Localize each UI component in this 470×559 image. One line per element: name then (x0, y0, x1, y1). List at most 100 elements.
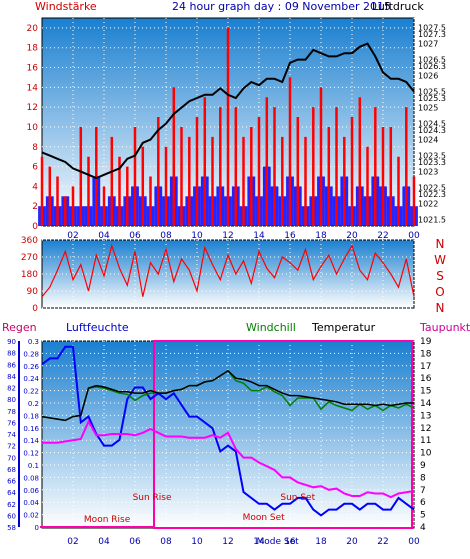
wind-tick-label: 12 (27, 103, 38, 113)
temperature-tick-label: 5 (420, 511, 426, 521)
rain-tick-label: 0.2 (28, 400, 39, 408)
x-tick-label: 12 (222, 537, 233, 547)
pressure-tick-label: 1022.3 (418, 190, 446, 199)
panel1-x-ticks: 02 04 06 08 10 12 14 16 18 20 22 00 (67, 231, 420, 241)
x-tick-label: 10 (191, 231, 203, 241)
pressure-tick-label: 1023 (418, 168, 438, 177)
wind-series (40, 27, 416, 226)
rain-tick-label: 0.3 (28, 338, 39, 346)
humidity-tick-label: 60 (7, 512, 16, 520)
direction-tick-label: 90 (27, 287, 39, 297)
event-label: Sun Set (280, 493, 315, 503)
humidity-tick-label: 64 (7, 489, 16, 497)
sun-moon-events: Moon Rise Sun Rise Moon Set Sun Set Mode Set (84, 493, 316, 547)
humidity-tick-label: 76 (7, 419, 16, 427)
pressure-tick-label: 1024 (418, 136, 438, 145)
temperature-tick-label: 6 (420, 498, 426, 508)
temperature-tick-label: 13 (420, 411, 431, 421)
pressure-tick-label: 1027 (418, 40, 438, 49)
temperature-axis-ticks: 4 5 6 7 8 9 10 11 12 13 14 15 16 17 18 19 (420, 337, 432, 533)
x-tick-label: 14 (253, 231, 265, 241)
temperature-tick-label: 18 (420, 349, 432, 359)
rain-tick-label: 0.14 (23, 437, 39, 445)
rain-tick-label: 0.02 (23, 512, 39, 520)
wind-axis-ticks: 0 2 4 6 8 10 12 14 16 18 20 (27, 24, 39, 232)
compass-label: N (436, 237, 445, 251)
regen-label: Regen (2, 321, 37, 334)
rain-axis-ticks: 0 0.02 0.04 0.06 0.08 0.1 0.12 0.14 0.16 0.18 0.2 0… (23, 338, 39, 532)
x-tick-label: 02 (67, 537, 78, 547)
temperatur-label: Temperatur (311, 321, 376, 334)
panel3-x-ticks: 02 04 06 08 10 12 14 16 18 20 22 00 (67, 537, 420, 547)
rain-tick-label: 0.26 (23, 363, 39, 371)
x-tick-label: 00 (408, 231, 420, 241)
x-tick-label: 18 (315, 231, 327, 241)
humidity-tick-label: 70 (7, 454, 16, 462)
temperature-tick-label: 11 (420, 436, 431, 446)
pressure-tick-label: 1027.3 (418, 30, 446, 39)
wind-tick-label: 18 (27, 44, 39, 54)
compass-label: O (435, 285, 444, 299)
x-tick-label: 10 (191, 537, 203, 547)
direction-tick-label: 360 (21, 236, 38, 246)
temperature-tick-label: 7 (420, 486, 426, 496)
pressure-tick-label: 1024.3 (418, 126, 446, 135)
humidity-tick-label: 74 (7, 431, 16, 439)
compass-label: W (434, 253, 446, 267)
temperature-tick-label: 12 (420, 424, 431, 434)
rain-tick-label: 0.04 (23, 499, 39, 507)
rain-tick-label: 0.12 (23, 450, 39, 458)
x-tick-label: 12 (222, 231, 233, 241)
rain-tick-label: 0.28 (23, 350, 39, 358)
humidity-axis-ticks: 58 60 62 64 66 68 70 72 74 76 78 80 82 84 86 88 90 (7, 338, 20, 532)
x-tick-label: 22 (377, 231, 388, 241)
rain-tick-label: 0.06 (23, 487, 39, 495)
page-title: 24 hour graph day : 09 November 2015 (172, 0, 391, 13)
header-right-label: Luftdruck (372, 0, 424, 13)
pressure-tick-label: 1022.5 (418, 184, 446, 193)
wind-tick-label: 4 (32, 182, 38, 192)
wind-tick-label: 10 (27, 123, 39, 133)
humidity-tick-label: 82 (7, 385, 16, 393)
temperature-tick-label: 4 (420, 523, 426, 533)
direction-tick-label: 180 (21, 270, 38, 280)
wind-tick-label: 14 (27, 83, 39, 93)
rain-tick-label: 0.24 (23, 375, 39, 383)
wind-tick-label: 20 (27, 24, 39, 34)
luftfeuchte-label: Luftfeuchte (66, 321, 129, 334)
pressure-tick-label: 1025.3 (418, 94, 446, 103)
pressure-tick-label: 1027.5 (418, 24, 446, 33)
event-label: Sun Rise (133, 493, 172, 503)
wind-tick-label: 16 (27, 64, 39, 74)
rain-tick-label: 0.08 (23, 474, 39, 482)
event-label: Moon Rise (84, 515, 131, 525)
direction-tick-label: 270 (21, 253, 38, 263)
humidity-tick-label: 72 (7, 443, 16, 451)
wind-tick-label: 0 (32, 222, 38, 232)
x-tick-label: 20 (346, 231, 358, 241)
x-tick-label: 20 (346, 537, 358, 547)
pressure-line (41, 42, 415, 180)
pressure-tick-label: 1023.3 (418, 158, 446, 167)
direction-axis-ticks: 0 90 180 270 360 (21, 236, 38, 314)
wind-tick-label: 8 (32, 143, 38, 153)
humidity-tick-label: 88 (7, 350, 16, 358)
temperature-tick-label: 9 (420, 461, 426, 471)
x-tick-label: 08 (160, 537, 172, 547)
rain-tick-label: 0.22 (23, 388, 39, 396)
event-label: Mode Set (257, 537, 300, 547)
pressure-tick-label: 1026 (418, 72, 438, 81)
humidity-tick-label: 78 (7, 408, 16, 416)
temperature-line (41, 369, 414, 422)
x-tick-label: 16 (284, 537, 296, 547)
wind-tick-label: 6 (32, 163, 38, 173)
temperature-tick-label: 10 (420, 449, 432, 459)
dewpoint-line (42, 419, 415, 499)
pressure-tick-label: 1026.5 (418, 56, 446, 65)
humidity-tick-label: 68 (7, 466, 16, 474)
rain-tick-label: 0.1 (28, 462, 39, 470)
x-tick-label: 14 (253, 537, 265, 547)
rain-tick-label: 0 (35, 524, 39, 532)
